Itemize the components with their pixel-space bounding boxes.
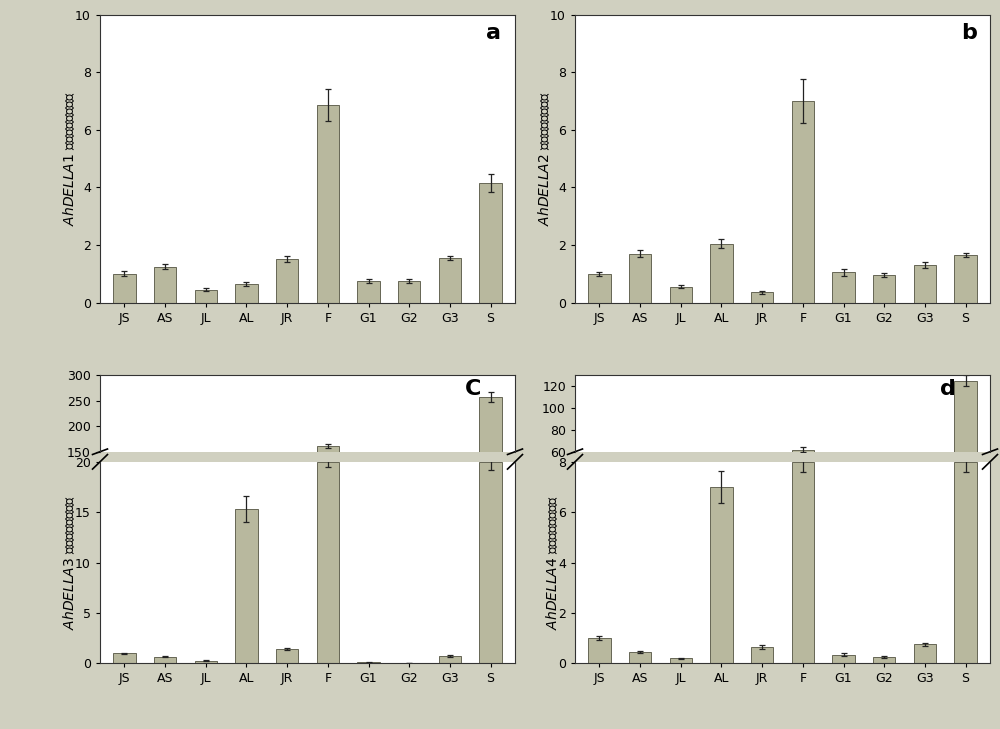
Bar <box>670 658 692 663</box>
Bar <box>479 462 502 663</box>
Bar <box>317 105 339 303</box>
Bar <box>751 292 773 303</box>
Bar <box>276 260 298 303</box>
Bar <box>710 487 733 663</box>
Bar <box>439 656 461 663</box>
Bar <box>398 281 420 303</box>
Text: b: b <box>961 23 977 43</box>
Bar <box>954 255 977 303</box>
Bar <box>873 657 895 663</box>
Bar <box>439 258 461 303</box>
Bar <box>629 652 651 663</box>
Bar <box>873 275 895 303</box>
Bar <box>235 509 258 663</box>
Bar <box>588 638 611 663</box>
Bar <box>954 381 977 517</box>
Bar <box>670 286 692 303</box>
Y-axis label: $\it{AhDELLA2}$ 表达水平（倍数）: $\it{AhDELLA2}$ 表达水平（倍数） <box>537 91 552 226</box>
Bar <box>113 274 136 303</box>
Bar <box>588 274 611 303</box>
Bar <box>629 254 651 303</box>
Bar <box>479 183 502 303</box>
Bar <box>914 265 936 303</box>
Bar <box>113 653 136 663</box>
Bar <box>276 649 298 663</box>
Bar <box>954 462 977 663</box>
Y-axis label: $\it{AhDELLA4}$ 表达水平（倍数）: $\it{AhDELLA4}$ 表达水平（倍数） <box>545 495 560 630</box>
Y-axis label: $\it{AhDELLA1}$ 表达水平（倍数）: $\it{AhDELLA1}$ 表达水平（倍数） <box>62 91 77 226</box>
Text: d: d <box>940 379 956 399</box>
Bar <box>832 655 855 663</box>
Text: a: a <box>486 23 501 43</box>
Bar <box>235 284 258 303</box>
Bar <box>195 289 217 303</box>
Bar <box>792 462 814 663</box>
Bar <box>154 267 176 303</box>
Bar <box>357 281 380 303</box>
Bar <box>792 101 814 303</box>
Bar <box>195 661 217 663</box>
Bar <box>792 450 814 517</box>
Text: C: C <box>465 379 482 399</box>
Y-axis label: $\it{AhDELLA3}$ 表达水平（倍数）: $\it{AhDELLA3}$ 表达水平（倍数） <box>62 495 77 630</box>
Bar <box>154 657 176 663</box>
Bar <box>914 644 936 663</box>
Bar <box>479 397 502 528</box>
Bar <box>317 462 339 663</box>
Bar <box>317 445 339 528</box>
Bar <box>832 273 855 303</box>
Bar <box>710 243 733 303</box>
Bar <box>751 647 773 663</box>
